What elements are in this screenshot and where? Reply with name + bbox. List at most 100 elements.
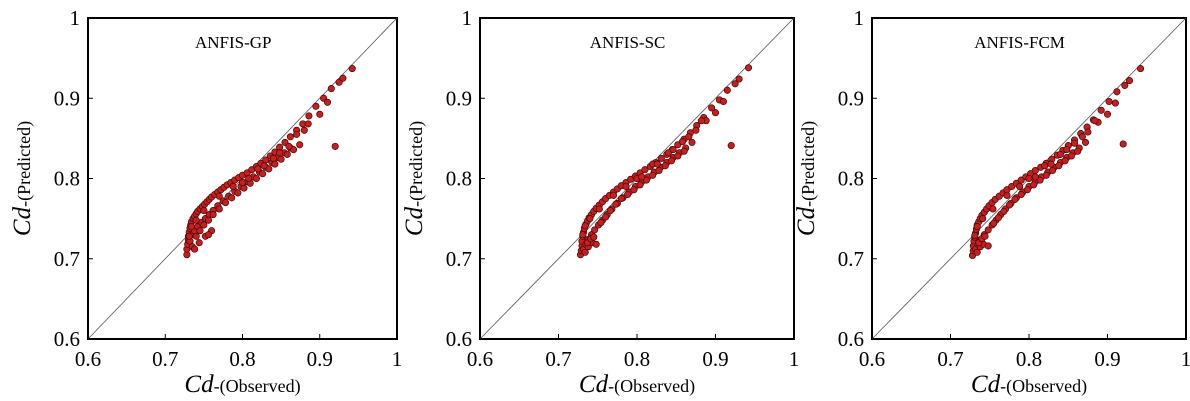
data-point xyxy=(708,104,716,112)
x-tick-label: 0.8 xyxy=(1016,347,1042,371)
data-point xyxy=(276,149,284,157)
data-point xyxy=(661,162,669,170)
chart-panel-1: 0.6 0.7 0.8 0.9 10.60.70.80.91ANFIS-GPCd-(Ob… xyxy=(9,6,402,398)
data-point xyxy=(602,213,610,221)
panel-title: ANFIS-SC xyxy=(590,33,666,52)
data-point xyxy=(723,86,731,94)
data-point xyxy=(195,239,203,247)
data-point xyxy=(1005,201,1013,209)
data-point xyxy=(1070,139,1079,147)
data-point xyxy=(192,216,200,224)
x-tick-label: 0.8 xyxy=(624,347,650,371)
x-axis-label: Cd-(Observed) xyxy=(971,371,1087,398)
x-tick-label: 1 xyxy=(392,347,403,371)
y-axis-label: Cd-(Predicted) xyxy=(401,121,428,236)
x-axis-label-text: -(Observed) xyxy=(1000,376,1087,397)
data-point xyxy=(209,211,217,219)
data-point xyxy=(590,233,598,241)
data-point xyxy=(1084,128,1092,136)
data-point xyxy=(973,223,981,231)
data-point xyxy=(984,226,992,234)
y-tick-label: 0.8 xyxy=(446,167,472,191)
data-point xyxy=(286,133,294,141)
y-axis-label-text: -(Predicted) xyxy=(14,121,35,207)
x-tick-label: 1 xyxy=(789,347,800,371)
y-tick-label: 0.8 xyxy=(54,167,80,191)
data-point xyxy=(312,102,320,110)
x-axis-label: Cd-(Observed) xyxy=(184,371,300,398)
data-point xyxy=(221,199,230,207)
data-point xyxy=(1047,160,1055,168)
y-tick-label: 0.7 xyxy=(446,247,472,271)
data-point xyxy=(228,194,236,202)
data-point xyxy=(641,166,649,174)
data-point xyxy=(1091,117,1099,125)
y-axis-label: Cd-(Predicted) xyxy=(793,121,820,236)
y-axis-label-text: -(Predicted) xyxy=(798,121,819,207)
data-point xyxy=(1097,106,1105,114)
data-point xyxy=(1042,171,1050,179)
chart-panel-2: 0.6 0.7 0.8 0.9 10.60.70.80.91ANFIS-SCCd-(Ob… xyxy=(401,6,799,398)
data-point xyxy=(1063,146,1071,154)
x-axis-label-text: -(Observed) xyxy=(608,376,695,397)
data-point xyxy=(624,190,632,199)
data-point xyxy=(1048,166,1057,175)
data-point xyxy=(591,226,599,234)
x-axis-label-symbol: Cd xyxy=(971,371,1001,398)
x-tick-label: 0.6 xyxy=(467,347,493,371)
data-point xyxy=(579,231,587,239)
data-point xyxy=(667,157,676,165)
data-point xyxy=(204,231,213,239)
data-point xyxy=(597,219,605,227)
data-point xyxy=(744,64,753,72)
data-point xyxy=(622,182,630,191)
data-point xyxy=(339,74,347,82)
data-point xyxy=(1113,88,1121,96)
data-point xyxy=(630,186,638,194)
data-point xyxy=(229,182,237,191)
y-tick-label: 0.7 xyxy=(54,247,80,271)
data-point xyxy=(277,155,285,163)
y-tick-label: 0.9 xyxy=(446,86,472,110)
data-point xyxy=(348,65,356,73)
data-point xyxy=(305,112,313,120)
data-point xyxy=(669,146,677,154)
data-point xyxy=(1016,182,1024,191)
data-point xyxy=(990,219,998,227)
data-point xyxy=(981,232,989,240)
data-point xyxy=(719,97,727,106)
data-point xyxy=(259,170,267,178)
x-tick-label: 0.7 xyxy=(152,347,178,371)
data-point xyxy=(984,242,992,250)
data-point xyxy=(296,141,304,149)
data-point xyxy=(1121,81,1129,89)
y-axis-label-symbol: Cd xyxy=(401,206,428,236)
data-point xyxy=(592,240,600,248)
data-point xyxy=(1125,77,1134,85)
data-point xyxy=(657,154,665,162)
y-tick-label: 0.7 xyxy=(838,247,864,271)
x-tick-label: 0.7 xyxy=(545,347,571,371)
data-point xyxy=(989,205,997,213)
data-point xyxy=(735,75,743,83)
data-point xyxy=(300,126,308,134)
x-tick-label: 0.9 xyxy=(702,347,728,371)
data-point xyxy=(260,162,268,170)
data-point xyxy=(285,142,293,150)
data-point xyxy=(1030,181,1038,189)
data-point xyxy=(973,248,981,256)
data-point xyxy=(1025,174,1033,183)
data-point xyxy=(1103,110,1112,118)
x-tick-label: 0.7 xyxy=(937,347,963,371)
data-point xyxy=(1081,138,1090,146)
x-tick-label: 0.6 xyxy=(859,347,885,371)
x-axis-label: Cd-(Observed) xyxy=(579,371,695,398)
y-axis-label-symbol: Cd xyxy=(793,206,820,236)
data-point xyxy=(680,147,688,155)
data-point xyxy=(636,181,644,189)
data-point xyxy=(283,150,291,158)
data-point xyxy=(245,174,253,183)
data-point xyxy=(655,166,663,175)
data-point xyxy=(971,231,979,240)
data-point xyxy=(617,195,625,203)
